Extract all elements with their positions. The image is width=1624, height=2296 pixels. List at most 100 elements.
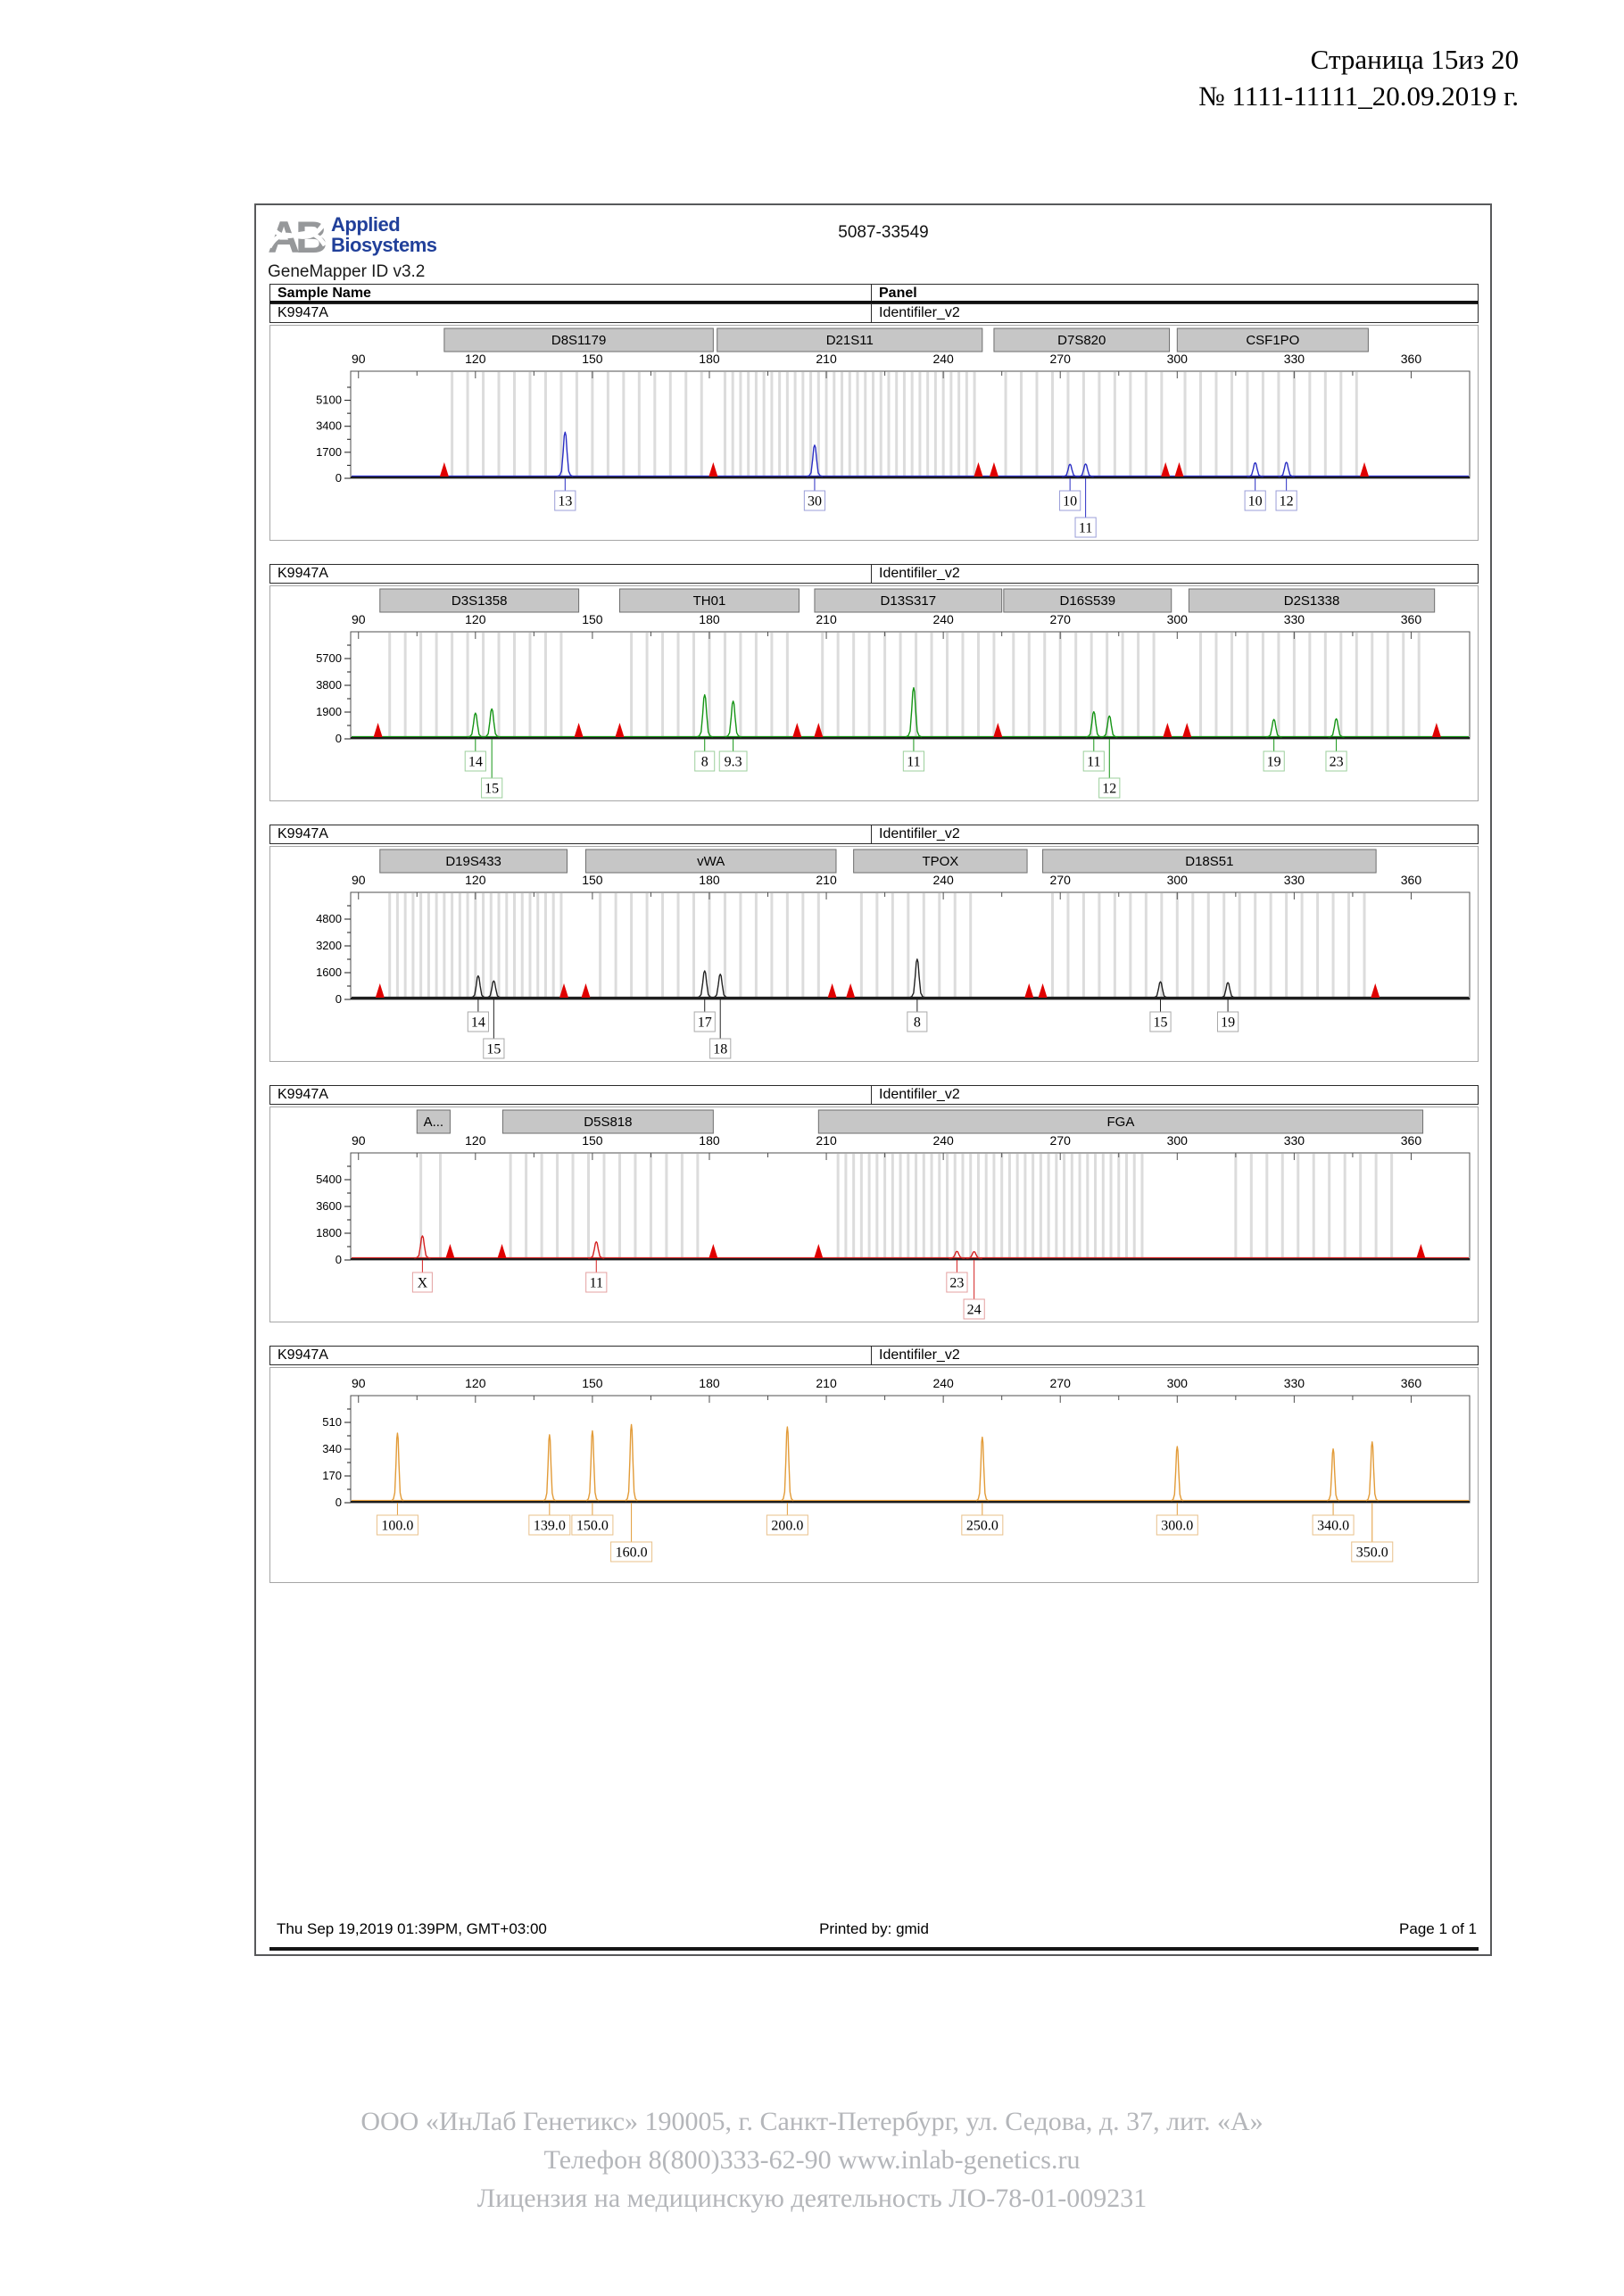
allele-bin-bar xyxy=(1292,372,1296,477)
svg-text:120: 120 xyxy=(465,352,486,366)
svg-text:24: 24 xyxy=(967,1303,982,1318)
allele-bin-bar xyxy=(536,893,540,999)
sample-row: K9947A Identifiler_v2 xyxy=(269,825,1479,844)
allele-bin-bar xyxy=(587,1154,591,1259)
allele-bin-bar xyxy=(559,372,563,477)
allele-bin-bar xyxy=(887,372,891,477)
red-triangle-marker xyxy=(989,462,998,477)
allele-bin-bar xyxy=(895,372,899,477)
allele-bin-bar xyxy=(684,372,688,477)
allele-bin-bar xyxy=(1066,372,1070,477)
svg-text:160.0: 160.0 xyxy=(616,1546,648,1561)
panel-name-cell: Identifiler_v2 xyxy=(871,1086,960,1104)
section-border xyxy=(269,1107,1479,1322)
peak-trace xyxy=(965,1250,982,1259)
peak-trace xyxy=(1265,718,1282,738)
allele-bin-bar xyxy=(528,372,532,477)
marker-box: D21S11 xyxy=(717,327,983,352)
allele-bin-bar xyxy=(1113,893,1116,999)
allele-bin-bar xyxy=(556,1154,559,1259)
svg-text:210: 210 xyxy=(816,1376,837,1390)
allele-bin-bar xyxy=(739,893,742,999)
section-border xyxy=(269,325,1479,541)
peak-trace xyxy=(1152,981,1169,999)
svg-text:210: 210 xyxy=(816,1133,837,1148)
sample-row: K9947A Identifiler_v2 xyxy=(269,564,1479,584)
allele-label: 8 xyxy=(694,739,716,772)
allele-bin-bar xyxy=(435,893,438,999)
allele-bin-bar xyxy=(1285,893,1288,999)
allele-bin-bar xyxy=(509,1154,512,1259)
plot-border xyxy=(350,1152,1471,1261)
svg-text:8: 8 xyxy=(914,1015,921,1031)
allele-bin-bar xyxy=(875,893,879,999)
allele-bin-bar xyxy=(1124,1154,1128,1259)
footer-rule xyxy=(269,1947,1479,1951)
allele-bin-bar xyxy=(801,372,805,477)
allele-bin-bar xyxy=(1328,1154,1331,1259)
peak-trace xyxy=(1247,461,1264,477)
allele-bin-bar xyxy=(513,893,517,999)
allele-bin-bar xyxy=(1007,1154,1011,1259)
allele-bin-bar xyxy=(692,893,696,999)
red-triangle-marker xyxy=(574,723,584,737)
allele-bin-bar xyxy=(1292,633,1296,738)
allele-bin-bar xyxy=(559,633,563,738)
allele-bin-bar xyxy=(1261,372,1264,477)
allele-bin-bar xyxy=(1323,372,1327,477)
marker-box: D2S1338 xyxy=(1188,588,1436,613)
allele-bin-bar xyxy=(1214,633,1218,738)
allele-bin-bar xyxy=(513,372,517,477)
red-triangle-marker xyxy=(993,723,1003,737)
svg-text:D16S539: D16S539 xyxy=(1060,593,1116,609)
allele-bin-bar xyxy=(466,372,469,477)
allele-bin-bar xyxy=(875,1154,879,1259)
allele-bin-bar xyxy=(1090,633,1093,738)
allele-bin-bar xyxy=(883,1154,887,1259)
svg-text:1700: 1700 xyxy=(316,445,342,459)
allele-bin-bar xyxy=(918,372,922,477)
red-triangle-marker xyxy=(1416,1244,1426,1258)
svg-text:170: 170 xyxy=(322,1469,342,1482)
allele-label: 12 xyxy=(1098,739,1121,799)
allele-bin-bar xyxy=(1308,633,1312,738)
allele-bin-bar xyxy=(1300,893,1304,999)
company-license: Лицензия на медицинскую деятельность ЛО-… xyxy=(476,2184,1148,2213)
panel-name-cell: Identifiler_v2 xyxy=(871,825,960,843)
svg-text:340.0: 340.0 xyxy=(1317,1519,1349,1534)
allele-bin-bar xyxy=(754,633,758,738)
report-footer: Thu Sep 19,2019 01:39PM, GMT+03:00 Print… xyxy=(269,1920,1479,1940)
allele-bin-bar xyxy=(739,633,742,738)
plot-border xyxy=(350,1395,1471,1504)
red-triangle-marker xyxy=(846,983,856,998)
allele-bin-bar xyxy=(668,372,672,477)
electropherogram-section: 90 120 150 180 210 240 270 300 330 360 0 170 340 510 1… xyxy=(269,1367,1479,1583)
allele-bin-bar xyxy=(891,1154,894,1259)
allele-bin-bar xyxy=(852,633,856,738)
allele-bin-bar xyxy=(1000,1154,1004,1259)
allele-bin-bar xyxy=(1132,1154,1136,1259)
allele-bin-bar xyxy=(466,633,469,738)
allele-bin-bar xyxy=(1027,633,1031,738)
allele-bin-bar xyxy=(821,633,824,738)
allele-bin-bar xyxy=(1234,1154,1238,1259)
svg-text:TH01: TH01 xyxy=(693,593,726,609)
red-triangle-marker xyxy=(439,462,449,477)
allele-bin-bar xyxy=(388,893,392,999)
allele-bin-bar xyxy=(1094,1154,1098,1259)
allele-bin-bar xyxy=(482,633,485,738)
allele-bin-bar xyxy=(1199,633,1203,738)
peak-trace xyxy=(806,444,824,477)
svg-text:200.0: 200.0 xyxy=(771,1519,803,1534)
marker-box: TH01 xyxy=(618,588,800,613)
footer-page-number: Page 1 of 1 xyxy=(1399,1920,1477,1937)
allele-bin-bar xyxy=(1129,372,1132,477)
allele-bin-bar xyxy=(513,633,517,738)
svg-text:3400: 3400 xyxy=(316,419,342,433)
panel-name-cell: Identifiler_v2 xyxy=(871,565,960,583)
peak-trace xyxy=(696,970,713,999)
allele-bin-bar xyxy=(403,633,407,738)
allele-bin-bar xyxy=(1355,633,1358,738)
svg-text:210: 210 xyxy=(816,612,837,626)
